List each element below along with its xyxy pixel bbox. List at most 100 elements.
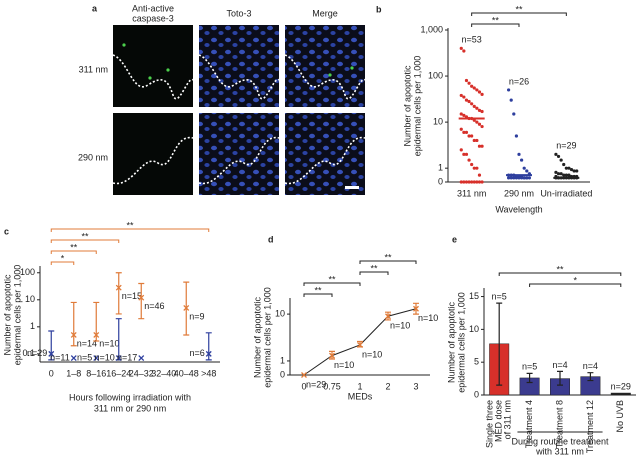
- data-point: [525, 176, 529, 180]
- significance-label: *: [573, 275, 577, 285]
- n-label: n=9: [189, 311, 204, 321]
- n-label: n=15: [122, 291, 142, 301]
- x-tick-label: 2: [385, 381, 390, 391]
- significance-label: **: [492, 15, 500, 25]
- y-axis-label: Number of apoptotic: [446, 301, 456, 383]
- y-tick-label: 0: [438, 176, 443, 186]
- y-tick-label: 0: [280, 369, 285, 379]
- marker: [385, 313, 391, 320]
- data-point: [470, 180, 474, 184]
- data-point: [569, 167, 574, 172]
- n-label: n=10: [362, 349, 382, 359]
- y-tick-label: 10: [25, 294, 35, 304]
- y-axis-label: epidermal cells per 1,000: [412, 56, 422, 157]
- x-tick-label: Single three: [485, 400, 495, 448]
- n-label: n=14: [77, 338, 97, 348]
- data-point: [467, 180, 471, 184]
- error-bar: [557, 370, 563, 386]
- row-title: 290 nm: [78, 152, 108, 162]
- data-point: [464, 130, 469, 134]
- data-point: [480, 92, 484, 96]
- y-tick-label: 1: [280, 355, 285, 365]
- x-tick-label: 3: [413, 381, 418, 391]
- data-point: [559, 172, 563, 176]
- group-label: with 311 nm: [535, 446, 584, 456]
- significance-label: **: [328, 274, 336, 284]
- data-point: [475, 180, 479, 184]
- n-label: n=5: [77, 352, 92, 362]
- marker: [48, 350, 55, 357]
- data-point: [556, 172, 561, 176]
- error-bar: [205, 332, 212, 361]
- n-label: n=11: [50, 352, 70, 362]
- data-point: [472, 138, 476, 143]
- data-point: [459, 93, 463, 98]
- micrograph: [113, 113, 193, 195]
- marker: [138, 355, 145, 362]
- data-point: [477, 173, 482, 177]
- data-point: [459, 46, 463, 50]
- marker: [93, 355, 100, 362]
- y-tick-label: 1,000: [420, 24, 443, 34]
- significance-label: **: [126, 220, 134, 230]
- panel-letter: a: [92, 3, 98, 13]
- x-axis-label: Hours following irradiation with: [69, 392, 191, 402]
- significance-label: **: [70, 242, 78, 252]
- column-title: Merge: [312, 8, 338, 18]
- y-tick-label: 5: [474, 357, 479, 367]
- data-point: [464, 78, 469, 83]
- x-tick-label: 290 nm: [504, 188, 534, 198]
- data-point: [467, 158, 471, 162]
- significance-label: **: [556, 264, 564, 274]
- error-bar: [48, 330, 55, 361]
- x-tick-label: 0: [301, 381, 306, 391]
- y-tick-label: 10: [433, 116, 443, 126]
- x-tick-label: >48: [201, 368, 216, 378]
- x-tick-label: 8–16: [86, 368, 106, 378]
- data-point: [462, 49, 466, 53]
- significance-bracket: [498, 272, 622, 276]
- significance-label: **: [314, 285, 322, 295]
- x-tick-label: 0: [49, 368, 54, 378]
- x-tick-label: 16–24: [106, 368, 131, 378]
- significance-label: **: [515, 4, 523, 14]
- marker: [93, 332, 100, 338]
- data-point: [475, 106, 479, 110]
- y-axis-label: epidermal cells per 1,000: [12, 265, 22, 366]
- data-point: [522, 166, 526, 170]
- scale-bar: [345, 186, 359, 189]
- data-point: [514, 134, 519, 138]
- significance-bracket: [529, 283, 622, 287]
- x-tick-label: 24–32: [129, 368, 154, 378]
- significance-bracket: [50, 261, 75, 265]
- marker: [183, 304, 190, 311]
- x-axis-label: MEDs: [348, 391, 373, 401]
- data-point: [525, 169, 529, 173]
- n-label: n=29: [611, 381, 631, 391]
- data-point: [477, 144, 482, 148]
- micrograph: [199, 25, 279, 107]
- data-point: [480, 180, 484, 184]
- panel-letter: c: [4, 226, 9, 236]
- data-point: [464, 180, 469, 184]
- data-point: [507, 176, 511, 180]
- dermal-border: [112, 54, 366, 185]
- data-point: [562, 173, 566, 177]
- data-point: [562, 162, 566, 167]
- data-point: [472, 166, 476, 170]
- y-axis-label: epidermal cells per 1,000: [262, 287, 272, 388]
- error-bar: [587, 372, 594, 382]
- data-point: [470, 84, 474, 88]
- data-point: [462, 130, 466, 134]
- data-point: [517, 152, 521, 156]
- y-tick-label: 1: [438, 163, 443, 173]
- x-tick-label: of 311 nm: [503, 400, 513, 439]
- column-title: Toto-3: [226, 8, 251, 18]
- n-label: n=29: [556, 141, 576, 151]
- data-point: [462, 180, 466, 184]
- data-point: [459, 127, 463, 131]
- data-point: [512, 112, 516, 116]
- column-title: caspase-3: [132, 13, 174, 23]
- y-tick-label: 10: [469, 324, 479, 334]
- data-point: [477, 180, 482, 184]
